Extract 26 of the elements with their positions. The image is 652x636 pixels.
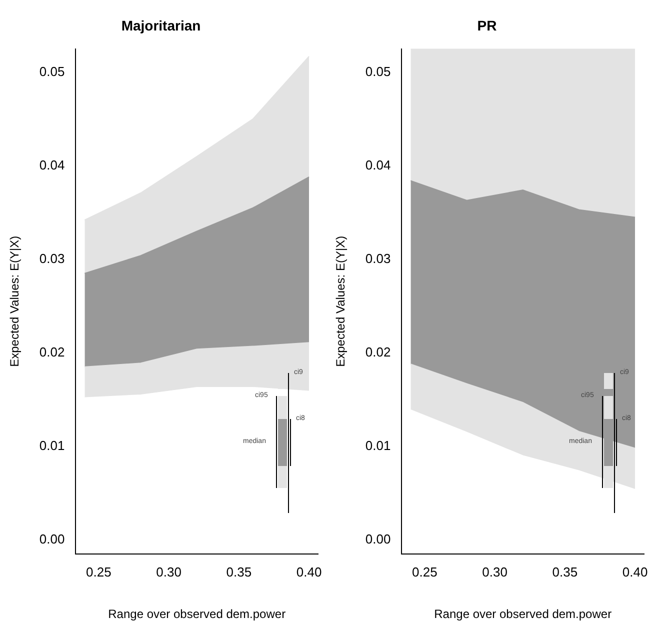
x-axis-title: Range over observed dem.power (108, 607, 286, 622)
y-tick-label: 0.03 (39, 250, 65, 266)
x-tick-label: 0.25 (86, 564, 112, 580)
y-tick-label: 0.05 (39, 64, 65, 79)
x-tick-label: 0.35 (226, 564, 252, 580)
chart-title: PR (477, 17, 497, 34)
x-tick-label: 0.35 (552, 564, 578, 580)
x-tick-label: 0.30 (156, 564, 182, 580)
x-tick-label: 0.30 (482, 564, 508, 580)
y-axis-title: Expected Values: E(Y|X) (334, 236, 348, 367)
x-tick-label: 0.40 (296, 564, 322, 580)
y-tick-label: 0.02 (39, 344, 65, 360)
x-axis-title: Range over observed dem.power (434, 607, 612, 622)
y-axis-title: Expected Values: E(Y|X) (8, 236, 22, 367)
chart-title: Majoritarian (121, 17, 201, 34)
y-tick-label: 0.03 (365, 250, 391, 266)
y-tick-label: 0.04 (39, 157, 65, 172)
x-tick-label: 0.40 (622, 564, 648, 580)
x-tick-label: 0.25 (412, 564, 438, 580)
y-tick-label: 0.05 (365, 64, 391, 79)
y-tick-label: 0.00 (39, 532, 65, 547)
y-tick-label: 0.01 (365, 438, 391, 453)
y-tick-label: 0.02 (365, 344, 391, 360)
y-tick-label: 0.04 (365, 157, 391, 172)
y-tick-label: 0.00 (365, 532, 391, 547)
y-tick-label: 0.01 (39, 438, 65, 453)
